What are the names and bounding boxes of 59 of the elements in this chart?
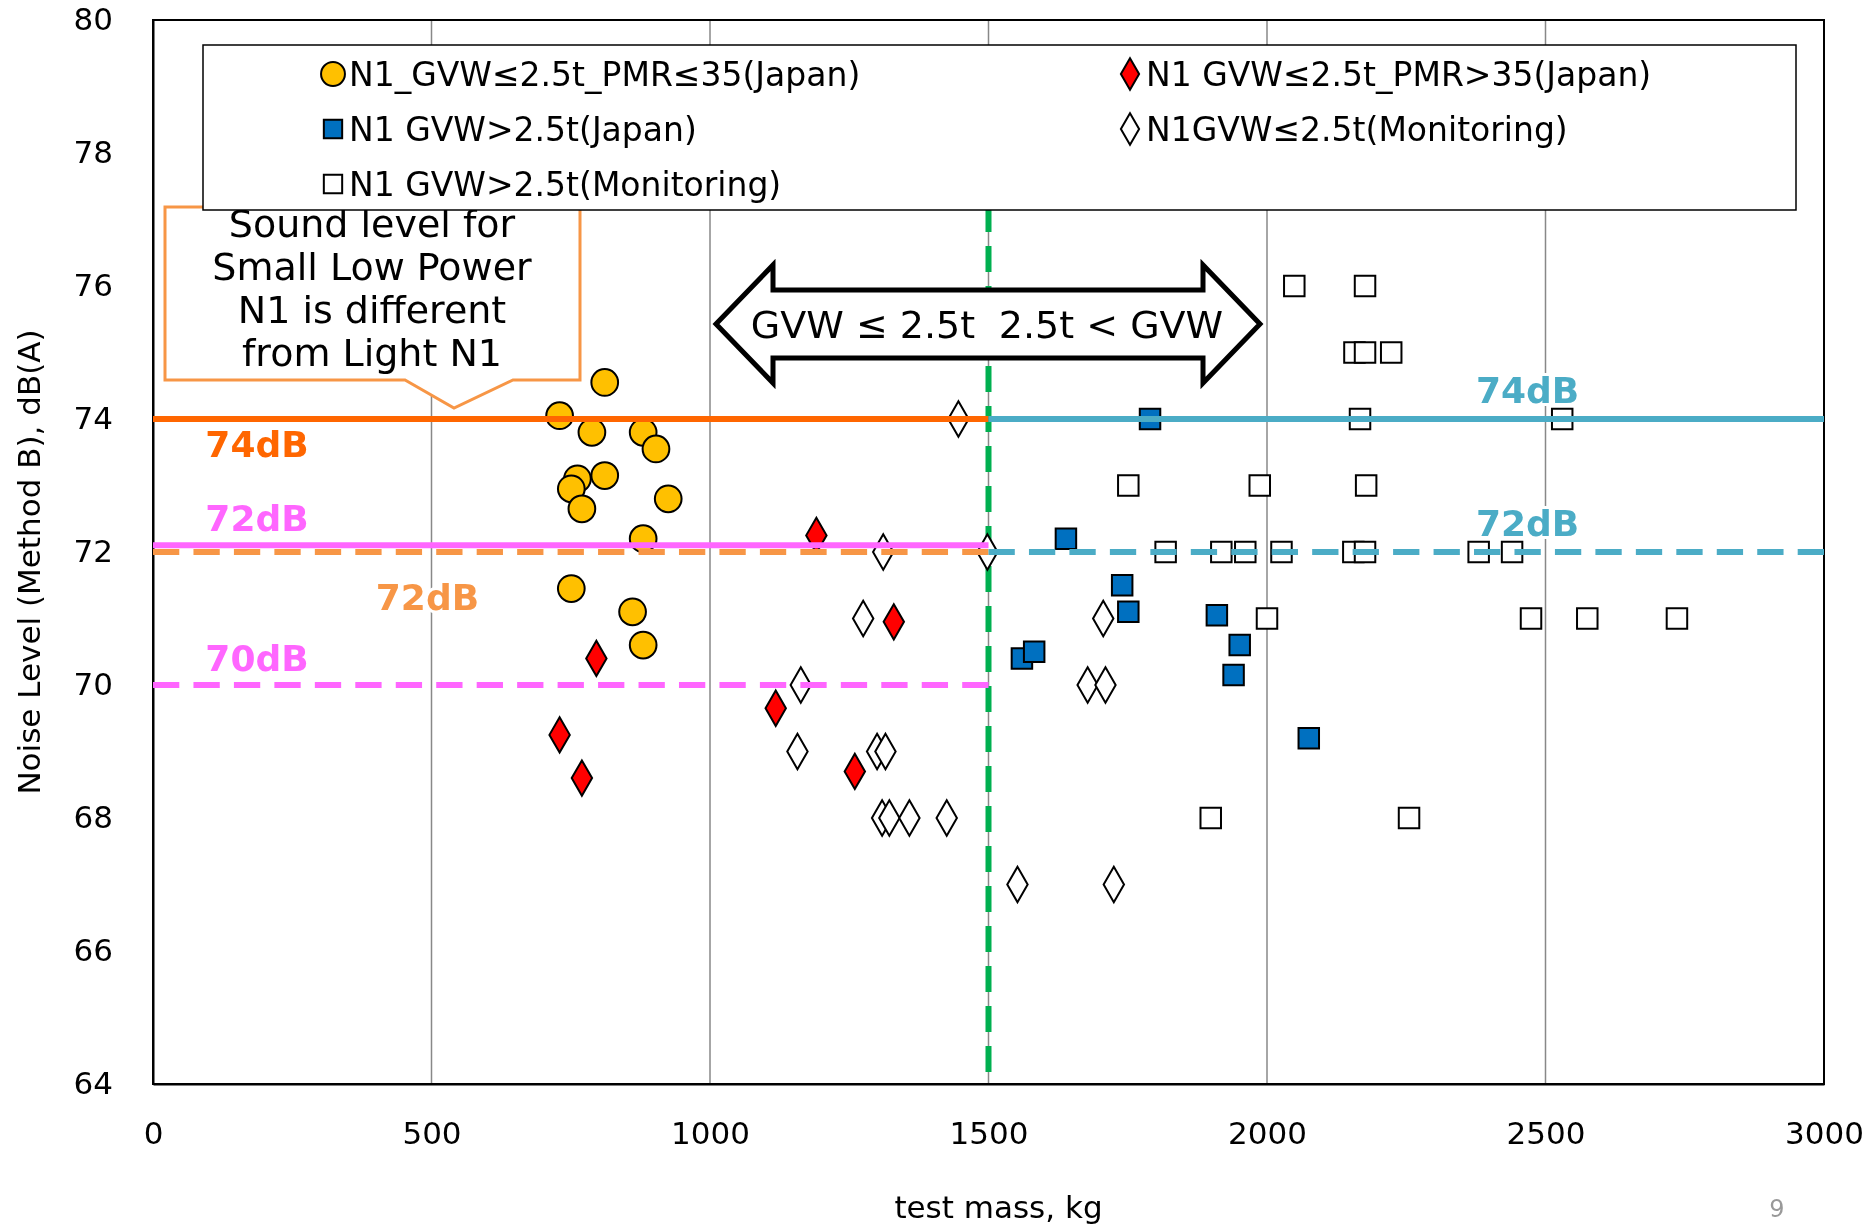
x-tick-label: 500 bbox=[402, 1115, 462, 1152]
x-tick-label: 2000 bbox=[1228, 1115, 1307, 1152]
point bbox=[1576, 607, 1599, 630]
y-tick-label: 78 bbox=[73, 134, 113, 171]
y-axis-title: Noise Level (Method B), dB(A) bbox=[11, 329, 47, 795]
point bbox=[628, 630, 658, 660]
x-tick-label: 0 bbox=[143, 1115, 164, 1152]
point bbox=[653, 484, 683, 514]
point bbox=[590, 461, 620, 490]
point bbox=[1117, 474, 1140, 497]
point bbox=[1228, 633, 1251, 657]
point bbox=[1297, 726, 1321, 750]
point bbox=[1199, 806, 1222, 830]
y-tick-label: 74 bbox=[73, 400, 113, 437]
point bbox=[1117, 600, 1140, 624]
point bbox=[1354, 474, 1378, 497]
series-label: 72dB bbox=[205, 498, 309, 540]
y-tick-label: 76 bbox=[73, 267, 113, 304]
x-tick-label: 3000 bbox=[1785, 1115, 1864, 1152]
x-tick-label: 1000 bbox=[671, 1115, 750, 1152]
legend-label: N1 GVW>2.5t(Japan) bbox=[349, 110, 697, 149]
point bbox=[590, 368, 620, 397]
y-tick-label: 66 bbox=[73, 932, 113, 969]
point bbox=[1283, 274, 1306, 298]
point bbox=[1110, 574, 1134, 597]
point bbox=[556, 574, 586, 603]
point bbox=[1222, 663, 1245, 687]
annotation: Sound level for Small Low Power N1 is different from Light N1 bbox=[212, 202, 533, 375]
annotation: GVW ≤ 2.5t bbox=[750, 303, 976, 347]
x-tick-label: 1500 bbox=[949, 1115, 1029, 1152]
text: 9 bbox=[1769, 1195, 1785, 1223]
y-tick-label: 70 bbox=[73, 666, 113, 703]
legend-label: N1 GVW>2.5t(Monitoring) bbox=[349, 165, 782, 204]
y-tick-label: 68 bbox=[73, 799, 113, 836]
point bbox=[1248, 474, 1272, 497]
legend-label: N1_GVW≤2.5t_PMR≤35(Japan) bbox=[349, 55, 861, 94]
y-tick-label: 64 bbox=[73, 1065, 113, 1102]
y-tick-label: 80 bbox=[73, 1, 113, 38]
point bbox=[567, 494, 597, 524]
point bbox=[1519, 607, 1543, 630]
point bbox=[1353, 274, 1377, 298]
legend-label: N1GVW≤2.5t(Monitoring) bbox=[1146, 110, 1568, 149]
x-tick-label: 2500 bbox=[1506, 1115, 1586, 1152]
legend-label: N1 GVW≤2.5t_PMR>35(Japan) bbox=[1146, 55, 1652, 94]
series-label: 70dB bbox=[205, 638, 309, 679]
point bbox=[1397, 806, 1421, 830]
point bbox=[1054, 527, 1078, 550]
point bbox=[1353, 341, 1377, 364]
point bbox=[641, 434, 671, 464]
point bbox=[618, 597, 647, 627]
x-axis-title: test mass, kg bbox=[894, 1189, 1103, 1225]
y-tick-label: 72 bbox=[73, 533, 113, 570]
point bbox=[1665, 607, 1689, 630]
series-label: 74dB bbox=[205, 424, 309, 465]
point bbox=[1255, 607, 1279, 630]
point bbox=[1379, 341, 1403, 364]
point bbox=[1022, 640, 1046, 663]
annotation: 2.5t < GVW bbox=[998, 303, 1224, 347]
point bbox=[1205, 603, 1229, 627]
